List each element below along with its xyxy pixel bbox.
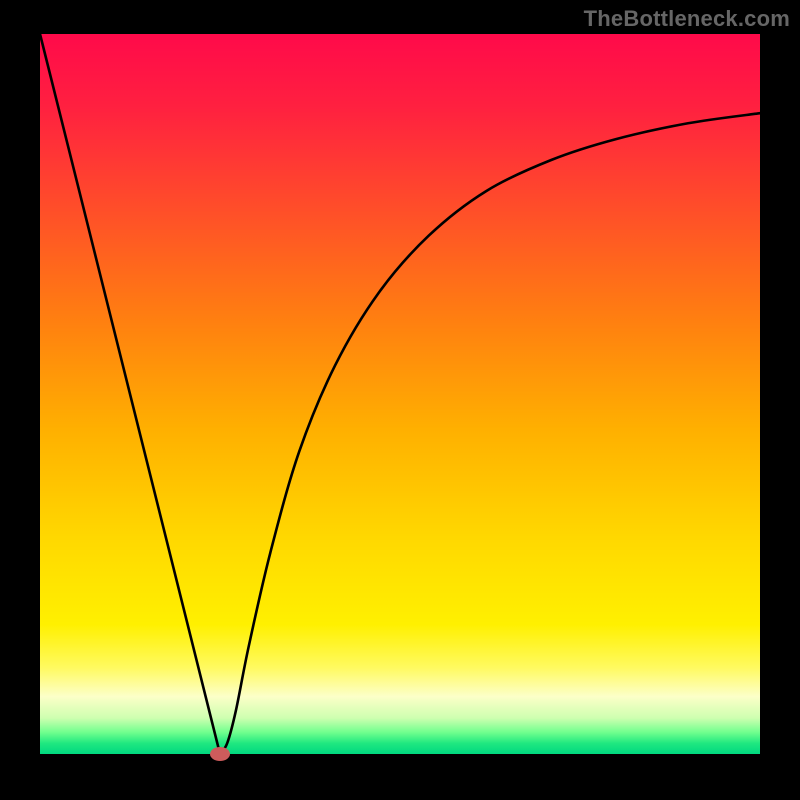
plot-background [40,34,760,754]
bottleneck-chart [0,0,800,800]
watermark-text: TheBottleneck.com [584,6,790,32]
minimum-marker [210,747,230,761]
